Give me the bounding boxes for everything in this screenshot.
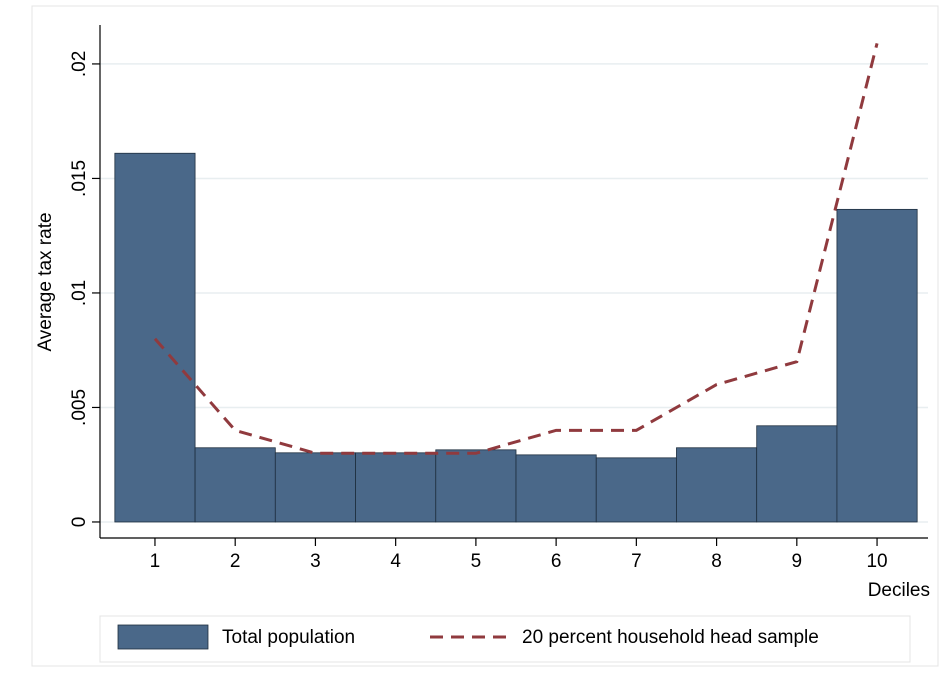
legend-label: 20 percent household head sample (522, 627, 819, 648)
x-tick-label: 10 (866, 551, 887, 572)
x-tick-label: 2 (230, 551, 241, 572)
x-tick-label: 1 (150, 551, 161, 572)
y-tick-label: 0 (69, 517, 90, 528)
y-tick-label: .01 (69, 280, 90, 306)
x-tick-label: 5 (471, 551, 482, 572)
y-tick-label: .005 (69, 389, 90, 426)
bar (756, 425, 838, 523)
x-tick-label: 9 (792, 551, 803, 572)
bar (355, 452, 437, 523)
x-tick-label: 4 (390, 551, 401, 572)
x-axis-label: Deciles (868, 580, 930, 601)
bar (274, 452, 356, 523)
x-tick-label: 8 (711, 551, 722, 572)
y-tick-label: .015 (69, 160, 90, 197)
bar (515, 454, 597, 523)
y-axis-label: Average tax rate (35, 212, 56, 351)
x-tick-label: 3 (310, 551, 321, 572)
y-tick-label: .02 (69, 51, 90, 77)
bar (114, 152, 196, 523)
graph-frame (31, 5, 939, 667)
x-tick-label: 6 (551, 551, 562, 572)
bar (435, 449, 517, 523)
legend-label: Total population (222, 627, 355, 648)
x-tick-label: 7 (631, 551, 642, 572)
legend-box (99, 615, 911, 663)
bar (194, 447, 276, 523)
legend-swatch (117, 624, 209, 650)
bar (676, 447, 758, 523)
line (153, 42, 879, 455)
bar (836, 208, 918, 523)
bar (595, 457, 677, 523)
